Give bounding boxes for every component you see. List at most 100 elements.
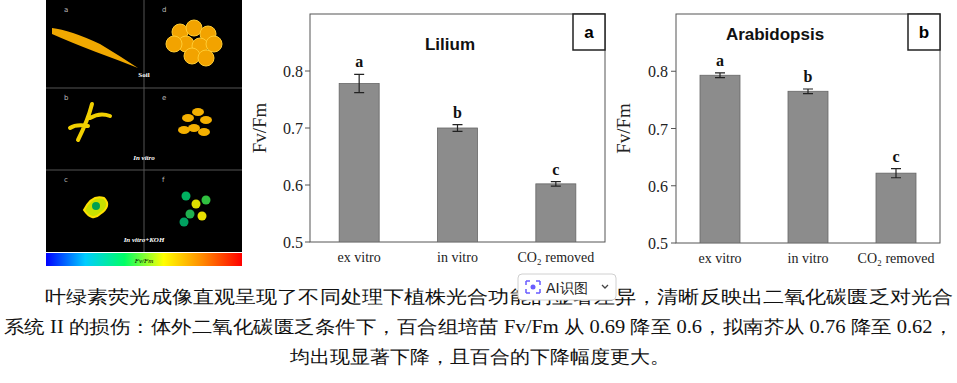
y-tick-label: 0.7 — [648, 121, 668, 138]
image-panel-letter: b — [64, 94, 69, 102]
caption-line: 均出现显著下降，且百合的下降幅度更大。 — [289, 347, 670, 367]
error-bar — [891, 169, 901, 178]
caption-line: 叶绿素荧光成像直观呈现了不同处理下植株光合功能的显著差异，清晰反映出二氧化碳匮乏… — [45, 287, 953, 307]
y-tick — [671, 71, 676, 72]
panel-label-box — [573, 14, 605, 50]
y-tick — [305, 128, 310, 129]
error-bar — [453, 125, 463, 132]
ai-button-icon — [526, 281, 540, 293]
ai-button-caret — [602, 285, 608, 288]
koh-image — [92, 202, 100, 210]
ai-button[interactable]: AI识图 — [518, 274, 616, 300]
error-bar — [551, 182, 561, 187]
error-bar — [354, 74, 364, 92]
bulblet-image — [184, 48, 200, 64]
y-tick — [305, 71, 310, 72]
image-row-label: Soil — [138, 71, 149, 79]
y-tick — [305, 242, 310, 243]
panel-label: a — [584, 23, 594, 42]
koh-image — [202, 196, 211, 205]
bar — [339, 84, 379, 242]
bars — [700, 73, 916, 243]
plantlet-image — [200, 116, 212, 124]
ai-button-bg[interactable] — [518, 274, 616, 300]
image-panel-letter: f — [162, 176, 165, 184]
plot-frame — [310, 14, 605, 242]
bulblet-image — [206, 36, 222, 52]
panel-label: b — [919, 23, 929, 42]
error-bar — [715, 73, 725, 78]
colorbar — [46, 253, 242, 266]
image-row-label: In vitro — [132, 154, 155, 162]
y-tick — [671, 185, 676, 186]
plot-frame — [676, 14, 940, 243]
x-tick-label: ex vitro — [698, 251, 741, 266]
fluorescence-image-panel: a b c d e f Soil In vitro In vitro+KOH Fv/Fm — [46, 0, 242, 266]
bar — [536, 184, 576, 242]
significance-letter: c — [552, 161, 559, 178]
x-tick-label: CO₂ removed — [517, 250, 594, 265]
bar — [876, 173, 916, 243]
image-divider — [46, 170, 242, 171]
y-tick-label: 0.7 — [283, 120, 303, 137]
bulblet-image — [198, 50, 214, 66]
significance-letter: b — [453, 104, 462, 121]
y-tick — [671, 243, 676, 244]
significance-letter: c — [892, 148, 899, 165]
x-tick-label: CO₂ removed — [858, 251, 935, 266]
x-tick-label: in vitro — [437, 250, 478, 265]
caption-line: 系统 II 的损伤：体外二氧化碳匮乏条件下，百合组培苗 Fv/Fm 从 0.69… — [4, 317, 953, 337]
caption: 叶绿素荧光成像直观呈现了不同处理下植株光合功能的显著差异，清晰反映出二氧化碳匮乏… — [4, 287, 953, 367]
bar-chart: 0.5 0.6 0.7 0.8 Fv/Fm Arabidopsis b a ex vitro b i… — [613, 14, 940, 266]
panel-label-box — [908, 14, 940, 50]
image-background — [46, 0, 242, 252]
colorbar-label: Fv/Fm — [134, 257, 154, 265]
ai-button-icon — [531, 285, 536, 290]
significance-letter: a — [355, 53, 363, 70]
y-tick-label: 0.8 — [283, 63, 303, 80]
plantlet-image — [70, 104, 110, 140]
y-tick — [305, 185, 310, 186]
koh-image — [84, 197, 107, 217]
y-tick-label: 0.6 — [283, 177, 303, 194]
image-panel-letter: c — [64, 176, 68, 184]
y-tick-label: 0.5 — [283, 234, 303, 251]
leaf-image — [52, 28, 138, 68]
significance-letter: b — [804, 68, 813, 85]
image-divider — [144, 0, 145, 252]
bar-chart: 0.5 0.6 0.7 0.8 Fv/Fm Lilium a a ex vitro b in vit… — [249, 14, 605, 265]
koh-image — [192, 200, 201, 209]
bulblet-image — [166, 36, 182, 52]
error-bar — [803, 89, 813, 94]
image-panel-letter: d — [162, 6, 166, 14]
koh-image — [180, 218, 189, 227]
bars — [339, 74, 576, 242]
plantlet-image — [178, 126, 190, 134]
image-row-label: In vitro+KOH — [123, 236, 165, 244]
plantlet-image — [198, 128, 210, 136]
y-tick-label: 0.5 — [648, 235, 668, 252]
page: abcdefSoilIn vitroIn vitro+KOHFv/Fm0.50.… — [0, 0, 957, 383]
image-panel-letter: e — [162, 94, 166, 102]
y-tick-label: 0.6 — [648, 178, 668, 195]
x-tick-label: in vitro — [788, 251, 829, 266]
y-tick-label: 0.8 — [648, 63, 668, 80]
bar — [700, 75, 740, 243]
koh-image — [198, 212, 207, 221]
ai-button-label[interactable]: AI识图 — [546, 280, 588, 296]
y-axis-label: Fv/Fm — [249, 102, 270, 153]
koh-image — [182, 192, 191, 201]
bar — [788, 91, 828, 243]
x-tick-label: ex vitro — [338, 250, 381, 265]
koh-image — [186, 210, 195, 219]
chart-title: Arabidopsis — [726, 25, 824, 44]
y-axis-label: Fv/Fm — [613, 103, 634, 154]
image-panel-letter: a — [64, 6, 68, 14]
bar — [438, 128, 478, 242]
y-tick — [671, 128, 676, 129]
image-divider — [46, 88, 242, 89]
chart-title: Lilium — [425, 35, 475, 54]
plantlet-image — [182, 114, 194, 122]
significance-letter: a — [716, 52, 724, 69]
plantlet-image — [192, 108, 204, 116]
